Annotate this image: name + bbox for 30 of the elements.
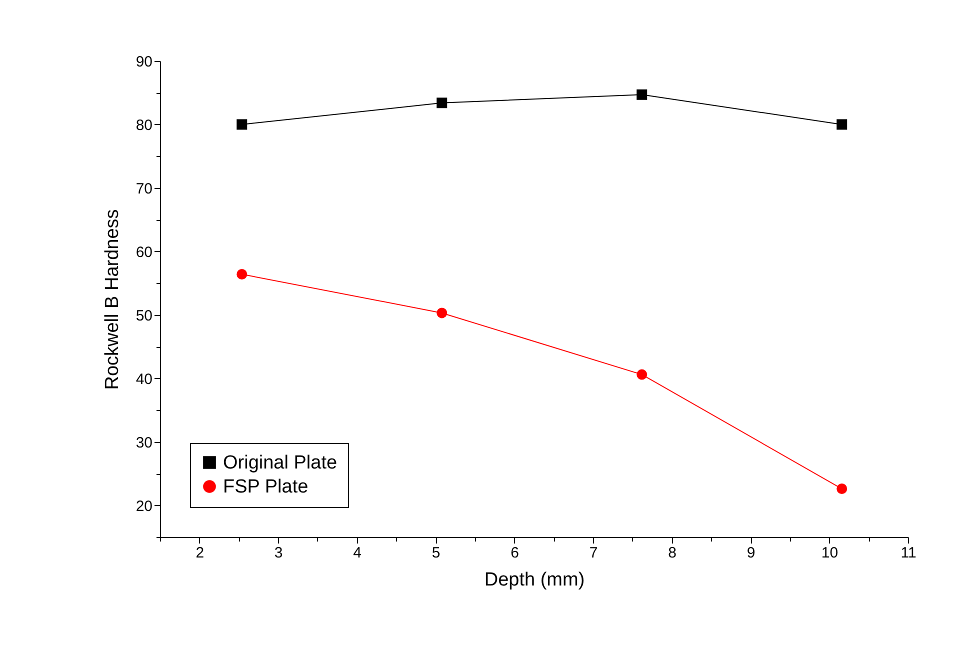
x-tick-label: 3 [274, 544, 283, 562]
y-tick-label: 70 [136, 180, 152, 198]
x-tick-label: 7 [589, 544, 598, 562]
x-tick-label: 2 [196, 544, 204, 562]
x-tick-label: 9 [746, 544, 756, 562]
y-axis-title: Rockwell B Hardness [102, 209, 123, 390]
y-tick-label: 80 [136, 116, 152, 134]
point [236, 119, 248, 130]
point [436, 308, 448, 318]
point [636, 369, 648, 380]
x-tick-label: 5 [432, 544, 440, 562]
legend-label: Original Plate [223, 452, 338, 474]
point [436, 98, 448, 108]
y-tick-label: 20 [136, 498, 152, 515]
y-tick-label: 60 [136, 244, 152, 261]
point [836, 484, 848, 494]
x-tick-label: 8 [668, 544, 676, 562]
y-tick-label: 40 [136, 370, 152, 388]
x-axis-title: Depth (mm) [484, 570, 585, 590]
legend-label: FSP Plate [223, 476, 308, 498]
x-tick-label: 4 [353, 544, 362, 562]
point [236, 269, 248, 280]
y-tick-label: 90 [136, 54, 152, 70]
x-tick-label: 10 [821, 544, 838, 562]
point [636, 89, 648, 100]
x-tick-label: 11 [900, 544, 916, 562]
y-tick-label: 30 [136, 434, 152, 452]
x-tick-label: 6 [510, 544, 519, 562]
point [836, 119, 848, 130]
y-tick-label: 50 [136, 307, 152, 324]
